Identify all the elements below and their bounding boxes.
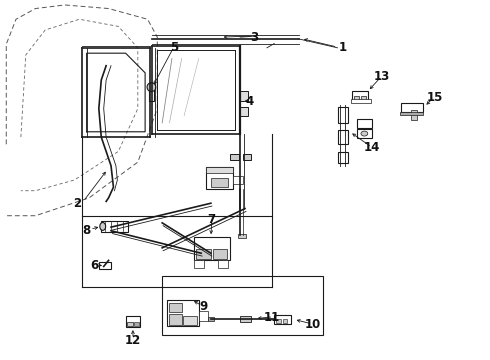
Bar — [400, 112, 423, 115]
Bar — [411, 110, 416, 120]
Text: 5: 5 — [170, 41, 178, 54]
Bar — [170, 303, 182, 312]
Bar — [233, 176, 243, 184]
Bar — [218, 260, 228, 267]
Text: 9: 9 — [199, 300, 208, 313]
Text: 6: 6 — [90, 259, 98, 272]
Ellipse shape — [100, 222, 106, 230]
Bar — [338, 107, 348, 123]
Bar — [206, 167, 233, 189]
Bar — [240, 316, 251, 322]
Text: 2: 2 — [73, 197, 81, 210]
Bar — [238, 234, 246, 238]
Text: 8: 8 — [82, 224, 91, 237]
Bar — [127, 322, 133, 326]
Bar — [196, 249, 211, 258]
Bar — [357, 129, 372, 138]
Bar — [276, 319, 281, 323]
Bar — [274, 315, 291, 324]
Bar — [354, 96, 359, 100]
Text: 1: 1 — [339, 41, 346, 54]
Bar — [125, 316, 140, 327]
Text: 7: 7 — [207, 213, 215, 226]
Bar — [239, 91, 248, 102]
Circle shape — [361, 131, 368, 136]
Bar — [213, 249, 227, 258]
Bar — [338, 130, 348, 144]
Text: 11: 11 — [264, 311, 280, 324]
Text: 15: 15 — [427, 91, 443, 104]
Bar — [206, 167, 233, 173]
Bar — [170, 314, 182, 325]
Bar — [167, 300, 199, 327]
Bar — [283, 319, 288, 323]
Text: 4: 4 — [246, 95, 254, 108]
Bar — [149, 87, 154, 102]
Bar — [199, 311, 208, 321]
Bar — [211, 178, 228, 187]
Text: 10: 10 — [305, 318, 321, 331]
Bar — [194, 237, 230, 260]
Bar — [401, 103, 423, 112]
Text: 12: 12 — [125, 334, 141, 347]
Bar — [361, 96, 366, 100]
Bar — [194, 260, 203, 267]
Text: 13: 13 — [373, 70, 390, 83]
Bar — [208, 317, 214, 321]
Bar — [183, 316, 197, 325]
Bar — [101, 221, 128, 232]
Text: 3: 3 — [251, 31, 259, 44]
Bar — [357, 119, 372, 128]
Ellipse shape — [147, 83, 156, 91]
Bar — [162, 276, 323, 336]
Bar — [239, 107, 248, 116]
Bar — [134, 322, 139, 326]
Bar — [99, 262, 111, 269]
Bar — [243, 154, 251, 160]
Bar — [352, 91, 368, 102]
Text: 14: 14 — [364, 141, 380, 154]
Bar — [230, 154, 239, 160]
Bar — [338, 152, 348, 163]
Bar — [351, 99, 371, 103]
